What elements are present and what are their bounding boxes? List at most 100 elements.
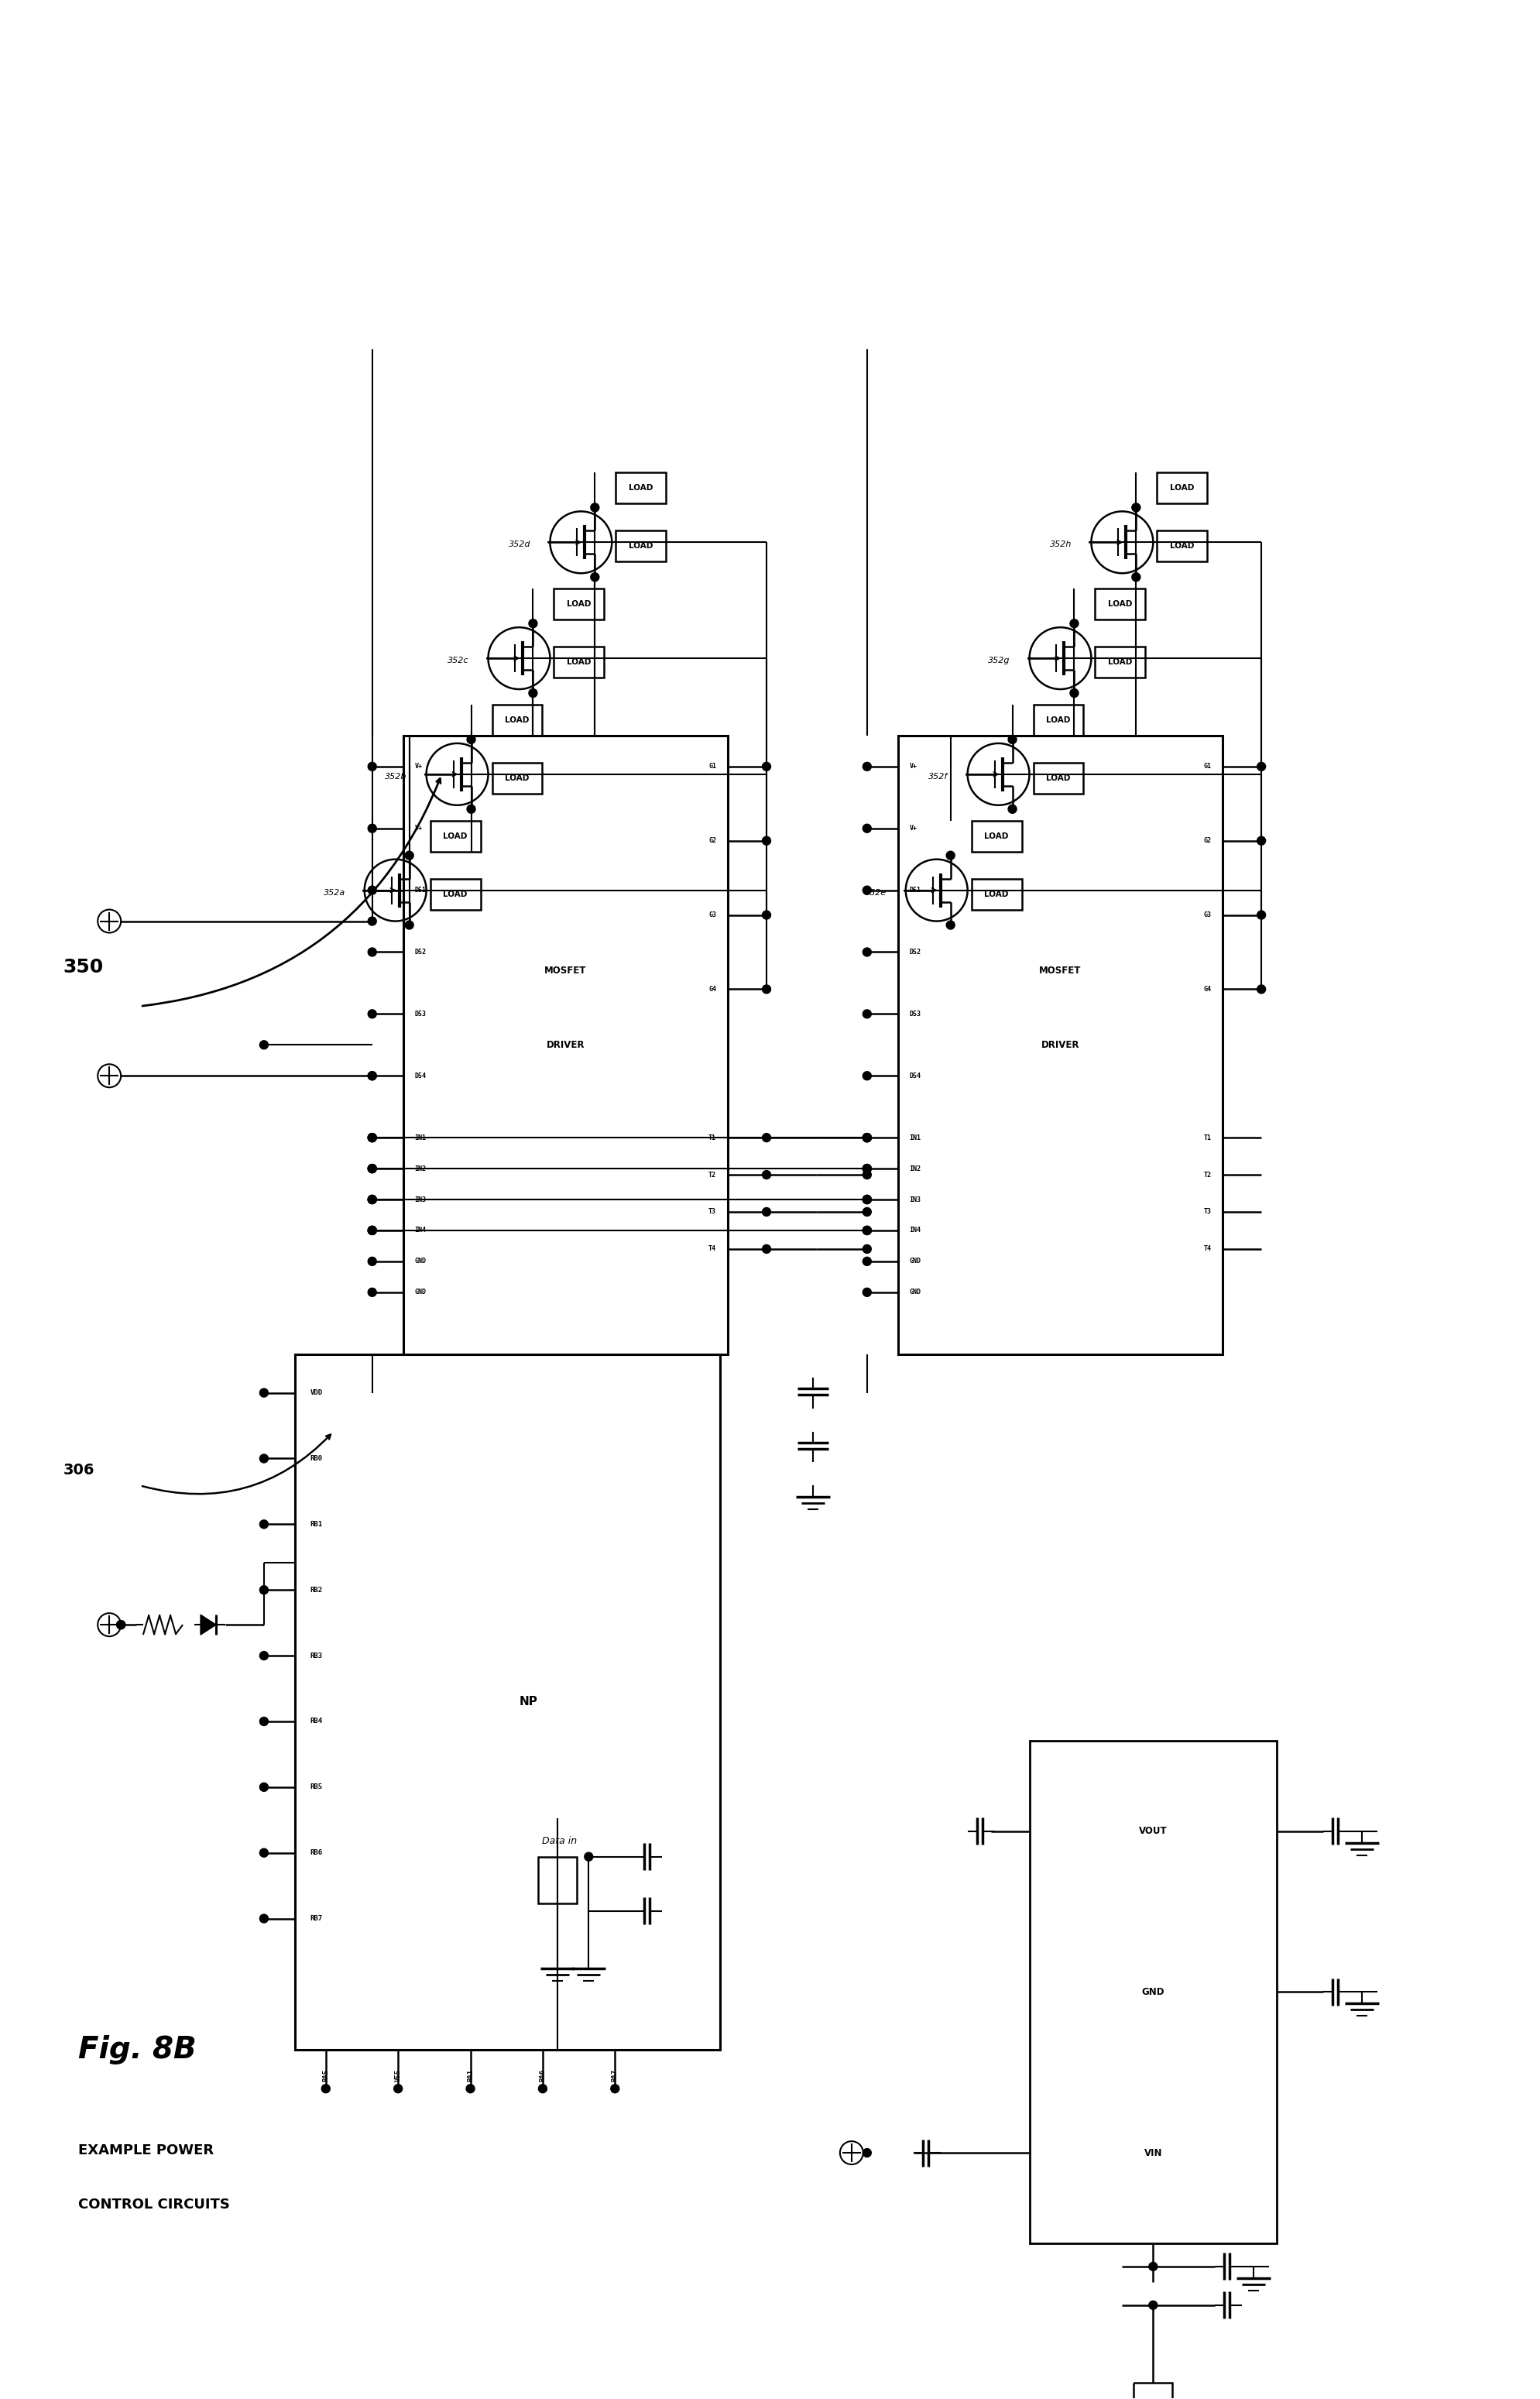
Text: G3: G3 bbox=[708, 912, 716, 919]
Bar bbox=[491, 763, 542, 794]
Text: 352e: 352e bbox=[864, 888, 886, 897]
Text: GND: GND bbox=[909, 1288, 921, 1295]
Circle shape bbox=[1007, 804, 1016, 813]
Circle shape bbox=[862, 825, 870, 832]
Circle shape bbox=[537, 2085, 547, 2092]
Circle shape bbox=[862, 1257, 870, 1267]
Text: MOSFET: MOSFET bbox=[544, 967, 587, 976]
Text: T2: T2 bbox=[1203, 1171, 1210, 1178]
Circle shape bbox=[260, 1914, 268, 1924]
Circle shape bbox=[1007, 734, 1016, 744]
Circle shape bbox=[1257, 912, 1264, 919]
Bar bbox=[1157, 530, 1207, 561]
Circle shape bbox=[862, 1207, 870, 1216]
Text: IN2: IN2 bbox=[909, 1166, 921, 1173]
Circle shape bbox=[862, 1164, 870, 1173]
Text: LOAD: LOAD bbox=[1107, 657, 1132, 667]
Bar bbox=[616, 530, 665, 561]
Text: GND: GND bbox=[1141, 1986, 1164, 1996]
Circle shape bbox=[260, 1454, 268, 1463]
Circle shape bbox=[862, 1226, 870, 1235]
Bar bbox=[553, 588, 604, 619]
Circle shape bbox=[862, 948, 870, 957]
Text: RB3: RB3 bbox=[310, 1653, 323, 1660]
Polygon shape bbox=[200, 1615, 216, 1634]
Text: 352c: 352c bbox=[447, 657, 468, 665]
Circle shape bbox=[762, 986, 770, 993]
Circle shape bbox=[862, 1195, 870, 1204]
Circle shape bbox=[610, 2085, 619, 2092]
Circle shape bbox=[762, 837, 770, 844]
Text: G2: G2 bbox=[1203, 837, 1210, 844]
Text: 352f: 352f bbox=[929, 772, 947, 780]
Circle shape bbox=[368, 1072, 376, 1080]
Circle shape bbox=[1257, 986, 1264, 993]
Text: VIN: VIN bbox=[1143, 2147, 1161, 2157]
Text: 352b: 352b bbox=[385, 772, 407, 780]
Circle shape bbox=[862, 1195, 870, 1204]
Text: LOAD: LOAD bbox=[567, 600, 591, 607]
Circle shape bbox=[862, 1072, 870, 1080]
Bar bbox=[553, 648, 604, 677]
Bar bbox=[430, 820, 480, 852]
Circle shape bbox=[467, 804, 476, 813]
Bar bbox=[1033, 705, 1083, 736]
Circle shape bbox=[862, 1132, 870, 1142]
Text: RB0: RB0 bbox=[310, 1456, 323, 1461]
Text: LOAD: LOAD bbox=[567, 657, 591, 667]
Circle shape bbox=[368, 1288, 376, 1295]
Text: G1: G1 bbox=[1203, 763, 1210, 770]
Circle shape bbox=[368, 948, 376, 957]
Text: IN1: IN1 bbox=[909, 1135, 921, 1142]
Text: GND: GND bbox=[909, 1257, 921, 1264]
Circle shape bbox=[260, 1041, 268, 1048]
Text: CONTROL CIRCUITS: CONTROL CIRCUITS bbox=[79, 2197, 229, 2212]
Circle shape bbox=[1149, 2262, 1157, 2272]
Text: IN1: IN1 bbox=[414, 1135, 427, 1142]
Circle shape bbox=[260, 1521, 268, 1528]
Circle shape bbox=[368, 1164, 376, 1173]
Text: T1: T1 bbox=[1203, 1135, 1210, 1142]
Text: LOAD: LOAD bbox=[444, 890, 467, 897]
Text: LOAD: LOAD bbox=[444, 832, 467, 840]
Circle shape bbox=[862, 1164, 870, 1173]
Text: RA6: RA6 bbox=[539, 2070, 545, 2082]
Circle shape bbox=[322, 2085, 330, 2092]
Text: EXAMPLE POWER: EXAMPLE POWER bbox=[79, 2145, 214, 2157]
Circle shape bbox=[862, 1226, 870, 1235]
Circle shape bbox=[946, 852, 955, 859]
Bar bbox=[1095, 588, 1144, 619]
Text: IN2: IN2 bbox=[414, 1166, 427, 1173]
Circle shape bbox=[862, 1171, 870, 1178]
Text: 352g: 352g bbox=[987, 657, 1010, 665]
Text: IN3: IN3 bbox=[909, 1197, 921, 1202]
Circle shape bbox=[1257, 763, 1264, 770]
Text: G2: G2 bbox=[708, 837, 716, 844]
Bar bbox=[1029, 1742, 1277, 2243]
Circle shape bbox=[260, 1586, 268, 1595]
Circle shape bbox=[467, 734, 476, 744]
Circle shape bbox=[590, 573, 599, 581]
Text: IN3: IN3 bbox=[414, 1197, 427, 1202]
Circle shape bbox=[368, 916, 376, 926]
Text: LOAD: LOAD bbox=[505, 775, 530, 782]
Bar bbox=[537, 1857, 578, 1902]
Circle shape bbox=[762, 1132, 770, 1142]
Text: Fig. 8B: Fig. 8B bbox=[79, 2034, 197, 2066]
Text: 306: 306 bbox=[63, 1463, 94, 1478]
Text: 352h: 352h bbox=[1049, 540, 1072, 549]
Circle shape bbox=[1069, 619, 1078, 629]
Text: VOUT: VOUT bbox=[1138, 1826, 1167, 1835]
Circle shape bbox=[862, 1132, 870, 1142]
Bar bbox=[616, 473, 665, 504]
Circle shape bbox=[862, 1132, 870, 1142]
Text: LOAD: LOAD bbox=[628, 542, 653, 549]
Circle shape bbox=[862, 1164, 870, 1173]
Text: T2: T2 bbox=[708, 1171, 716, 1178]
Circle shape bbox=[1149, 2301, 1157, 2310]
Circle shape bbox=[368, 1010, 376, 1017]
Bar bbox=[1157, 473, 1207, 504]
Circle shape bbox=[1132, 573, 1140, 581]
Circle shape bbox=[1132, 504, 1140, 511]
Text: IN4: IN4 bbox=[909, 1226, 921, 1233]
